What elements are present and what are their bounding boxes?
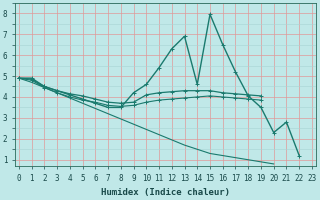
X-axis label: Humidex (Indice chaleur): Humidex (Indice chaleur)	[101, 188, 230, 197]
